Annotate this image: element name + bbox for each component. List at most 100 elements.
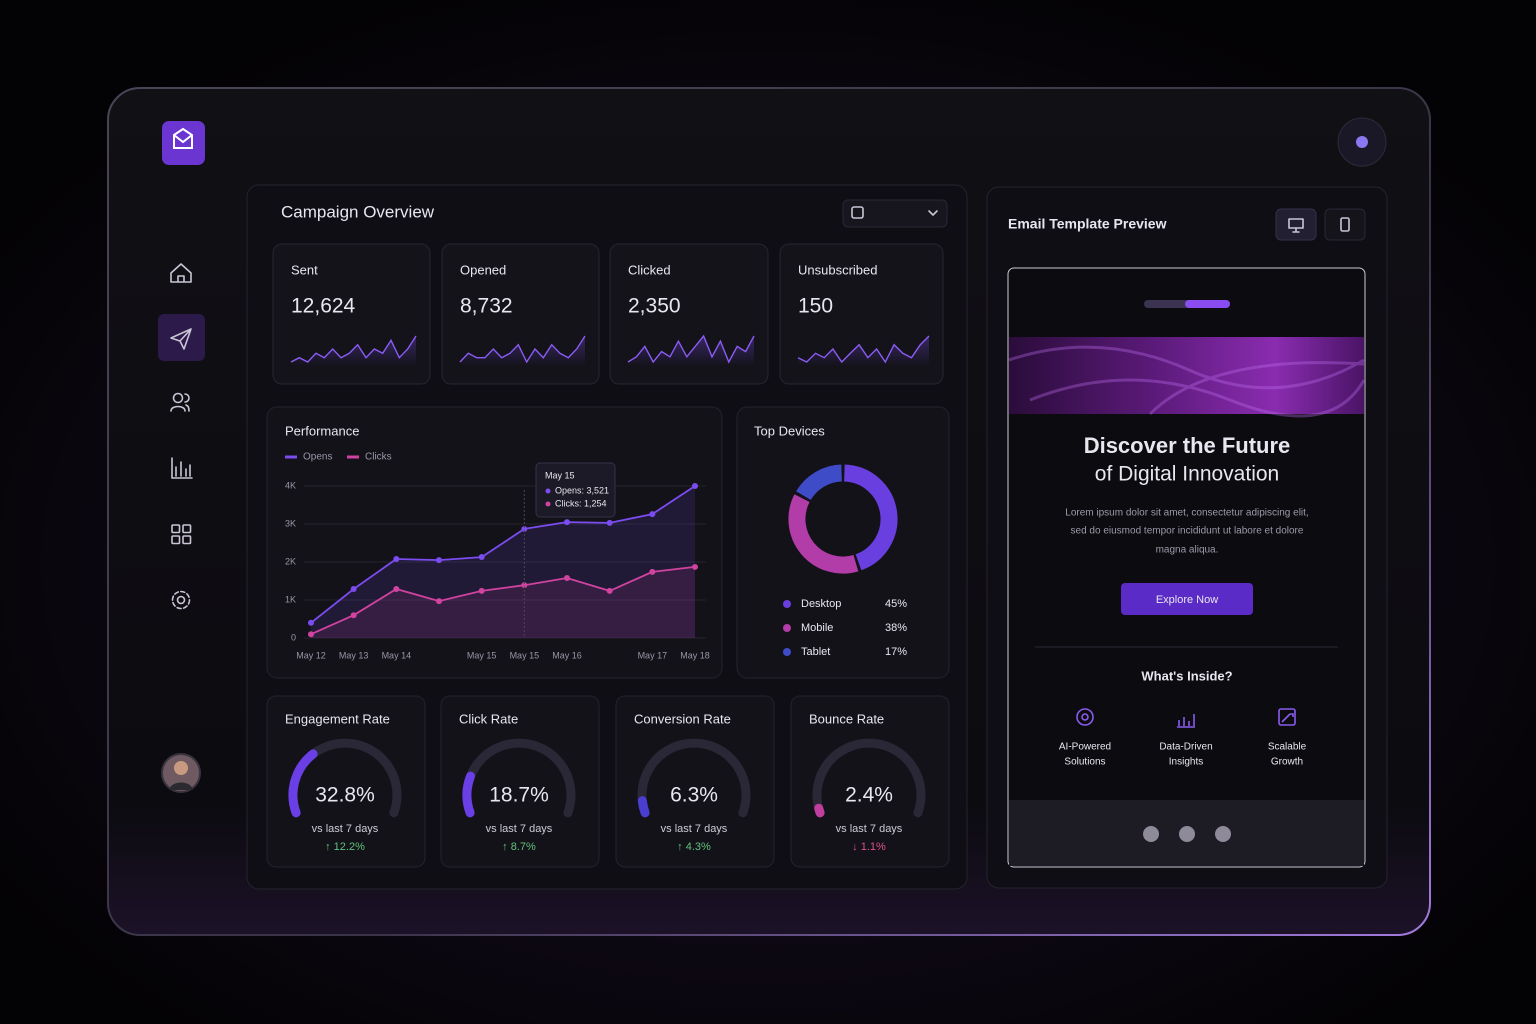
legend-label: Opens [303,452,332,463]
body-line: magna aliqua. [1156,545,1219,556]
cta-button[interactable] [1121,583,1253,615]
desktop-icon [1288,218,1304,233]
sparkline-area [628,336,754,366]
legend-dot [783,624,791,632]
gauge-fill [462,771,475,818]
y-tick-label: 0 [291,632,296,642]
gauge-change: ↑ 12.2% [325,841,365,853]
legend-value: 17% [885,646,907,658]
social-facebook[interactable] [1143,826,1159,842]
gauge-note: vs last 7 days [486,823,553,835]
headline-1: Discover the Future [1084,433,1291,458]
devices-title: Top Devices [754,423,825,438]
point [649,568,656,575]
x-tick-label: May 15 [467,650,497,660]
y-tick-label: 1K [285,594,296,604]
gauge-track [812,738,926,818]
legend-label: Desktop [801,598,841,610]
feature-icon [1278,708,1296,726]
devices-card [736,406,950,679]
donut-segment [843,464,898,571]
logo[interactable] [162,121,205,165]
feature-label: Data-Driven [1159,742,1212,753]
point [393,555,400,562]
stat-label: Unsubscribed [798,262,878,277]
point [606,587,613,594]
sparkline-area [291,336,416,366]
sidebar-audience[interactable] [170,392,190,412]
sidebar-active-bg[interactable] [158,314,205,361]
stat-value: 8,732 [460,295,513,318]
hero-swirls [1008,345,1366,418]
donut-segment [796,464,843,501]
avatar-body [169,782,193,790]
body-line: Lorem ipsum dolor sit amet, consectetur … [1065,508,1308,519]
gauge-note: vs last 7 days [836,823,903,835]
feature-label: Scalable [1268,742,1307,753]
gauge-fill [288,749,318,818]
point [521,525,528,532]
point [308,631,314,638]
tooltip-line: Opens: 3,521 [555,485,609,495]
date-picker[interactable] [842,199,948,228]
legend-dot [783,600,791,608]
dropdown-chevron [928,210,938,216]
body-line: sed do eiusmod tempor incididunt ut labo… [1071,526,1304,537]
social-other[interactable] [1215,826,1231,842]
email-frame [1007,267,1366,868]
line [310,485,696,624]
gauge-card [790,695,950,868]
gauge-change: ↑ 8.7% [502,841,536,853]
cta-label: Explore Now [1156,594,1218,606]
tooltip-dot [545,501,551,507]
progress-fill [1185,300,1230,308]
point [649,511,656,518]
x-tick-label: May 15 [510,650,540,660]
desktop-view-button[interactable] [1275,208,1317,241]
point [564,574,570,581]
section-title: What's Inside? [1141,668,1232,683]
stat-value: 12,624 [291,295,356,318]
point [692,483,698,489]
sparkline [627,334,755,364]
sidebar-home[interactable] [170,263,192,283]
tooltip-dot [545,488,551,494]
gauge-title: Conversion Rate [634,711,731,726]
line [310,566,696,636]
point [478,587,485,594]
stat-label: Sent [291,262,318,277]
social-twitter[interactable] [1179,826,1195,842]
stat-card [441,243,600,385]
line-area [311,566,695,638]
stat-card [779,243,944,385]
feature-icon [1076,708,1094,726]
preview-title: Email Template Preview [1008,216,1167,232]
feature-icon [1177,714,1195,728]
gauge-change: ↑ 4.3% [677,841,711,853]
x-tick-label: May 16 [552,650,582,660]
sidebar-templates[interactable] [171,524,192,545]
sidebar-campaigns[interactable] [170,328,192,350]
point [478,554,485,561]
gauge-change: ↓ 1.1% [852,841,886,853]
x-tick-label: May 14 [382,650,412,660]
legend-value: 45% [885,598,907,610]
point [308,619,314,626]
sidebar-analytics[interactable] [171,457,193,479]
point [436,557,442,564]
x-tick-label: May 17 [638,650,668,660]
legend-dot [783,648,791,656]
donut-segment [788,494,859,574]
sparkline [797,335,930,364]
feature-label: AI-Powered [1059,742,1111,753]
gauge-card [615,695,775,868]
mobile-icon [1340,217,1350,232]
mobile-view-button[interactable] [1324,208,1366,241]
feature-label: Growth [1271,757,1303,768]
point [564,519,570,526]
sidebar-settings[interactable] [171,590,191,610]
point [606,519,613,526]
stat-label: Clicked [628,262,671,277]
feature-label: Insights [1169,757,1203,768]
feature-label: Solutions [1064,757,1105,768]
